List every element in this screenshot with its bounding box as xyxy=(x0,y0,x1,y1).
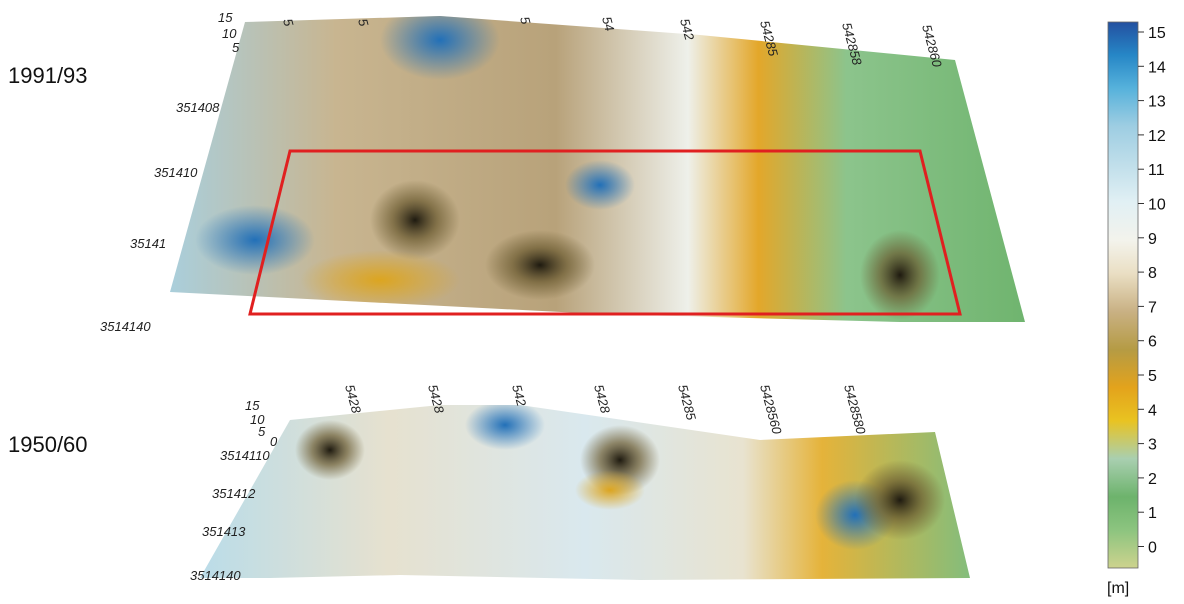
figure: 1991/93 15 10 5 351408 351410 35141 3514… xyxy=(0,0,1184,604)
z-tick: 10 xyxy=(222,26,237,41)
y-tick: 3514110 xyxy=(220,448,270,463)
x-tick: 5428 xyxy=(591,383,613,416)
y-tick: 3514140 xyxy=(100,319,151,334)
z-tick: 15 xyxy=(218,10,233,25)
y-tick: 35141 xyxy=(130,236,166,251)
panel-label: 1950/60 xyxy=(8,432,88,457)
colorbar-label: 2 xyxy=(1148,471,1157,488)
colorbar-label: 4 xyxy=(1148,402,1157,419)
colorbar-label: 15 xyxy=(1148,25,1166,42)
colorbar-label: 9 xyxy=(1148,231,1157,248)
colorbar-label: 11 xyxy=(1148,162,1165,179)
y-tick: 351412 xyxy=(212,486,256,501)
colorbar-label: 3 xyxy=(1148,437,1157,454)
y-tick: 351410 xyxy=(154,165,198,180)
surface-1991 xyxy=(160,0,1040,330)
y-tick: 3514140 xyxy=(190,568,241,583)
x-tick: 5428580 xyxy=(841,383,869,437)
page: 1991/93 15 10 5 351408 351410 35141 3514… xyxy=(0,0,1184,604)
z-tick: 15 xyxy=(245,398,260,413)
x-tick: 54285 xyxy=(675,383,699,423)
colorbar-label: 13 xyxy=(1148,94,1166,111)
colorbar-label: 7 xyxy=(1148,299,1157,316)
colorbar-label: 1 xyxy=(1148,505,1157,522)
colorbar-label: 10 xyxy=(1148,197,1166,214)
x-tick: 5428560 xyxy=(757,383,785,437)
y-tick: 351408 xyxy=(176,100,220,115)
x-tick: 542 xyxy=(509,383,529,409)
colorbar-label: 5 xyxy=(1148,368,1157,385)
z-tick: 5 xyxy=(258,424,266,439)
colorbar-label: 14 xyxy=(1148,59,1166,76)
z-tick: 5 xyxy=(232,40,240,55)
x-tick: 5428 xyxy=(342,383,364,416)
panel-label: 1991/93 xyxy=(8,63,88,88)
colorbar-label: 8 xyxy=(1148,265,1157,282)
z-tick: 0 xyxy=(270,434,278,449)
colorbar xyxy=(1108,22,1138,568)
y-tick: 351413 xyxy=(202,524,246,539)
colorbar-label: 0 xyxy=(1148,540,1157,557)
colorbar-label: 6 xyxy=(1148,334,1157,351)
colorbar-unit: [m] xyxy=(1107,580,1129,597)
colorbar-label: 12 xyxy=(1148,128,1166,145)
